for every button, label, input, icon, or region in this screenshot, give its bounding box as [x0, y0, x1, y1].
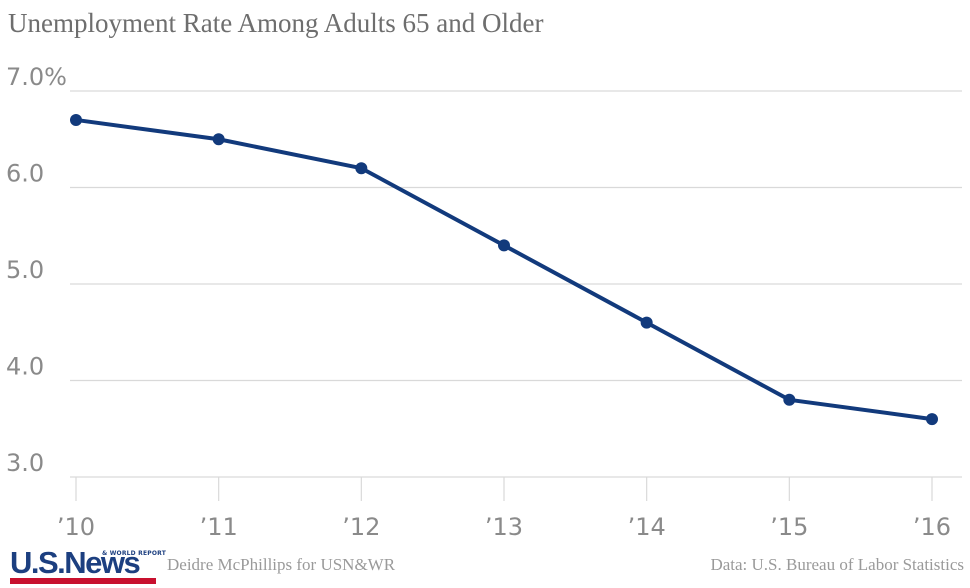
- x-tick-label: ’16: [913, 513, 951, 541]
- author-credit: Deidre McPhillips for USN&WR: [167, 555, 396, 574]
- y-tick-label: 6.0: [6, 160, 44, 188]
- x-axis-ticks: ’10 ’11 ’12 ’13 ’14 ’15 ’16: [57, 477, 951, 541]
- y-tick-label: 4.0: [6, 353, 44, 381]
- y-axis-ticks: 7.0% 6.0 5.0 4.0 3.0: [6, 63, 67, 477]
- logo-subtitle: & WORLD REPORT: [102, 550, 167, 557]
- footer: U.S.News & WORLD REPORT Deidre McPhillip…: [0, 545, 970, 588]
- data-point: [498, 239, 510, 252]
- chart-title: Unemployment Rate Among Adults 65 and Ol…: [8, 8, 544, 38]
- series-layer: [70, 113, 938, 426]
- y-tick-label: 5.0: [6, 256, 44, 284]
- data-point: [783, 393, 796, 406]
- data-point: [70, 113, 82, 126]
- data-source: Data: U.S. Bureau of Labor Statistics: [710, 555, 964, 574]
- data-point: [212, 133, 225, 146]
- gridlines: [70, 90, 962, 478]
- logo-wordmark: U.S.News: [10, 545, 141, 580]
- usnews-logo: U.S.News & WORLD REPORT: [10, 545, 166, 584]
- y-tick-label: 7.0%: [6, 63, 67, 91]
- data-point: [640, 316, 653, 329]
- series-line: [75, 117, 933, 422]
- x-tick-label: ’11: [200, 513, 238, 541]
- x-tick-label: ’10: [57, 513, 95, 541]
- data-point: [355, 162, 368, 175]
- logo-red-bar: [10, 578, 156, 584]
- data-point: [926, 413, 938, 426]
- x-tick-label: ’15: [770, 513, 808, 541]
- line-chart: 7.0% 6.0 5.0 4.0 3.0 ’10 ’11 ’12 ’13 ’14 ’15 ’16: [6, 63, 962, 541]
- x-tick-label: ’13: [485, 513, 523, 541]
- x-tick-label: ’14: [628, 513, 666, 541]
- x-tick-label: ’12: [342, 513, 380, 541]
- y-tick-label: 3.0: [6, 449, 44, 477]
